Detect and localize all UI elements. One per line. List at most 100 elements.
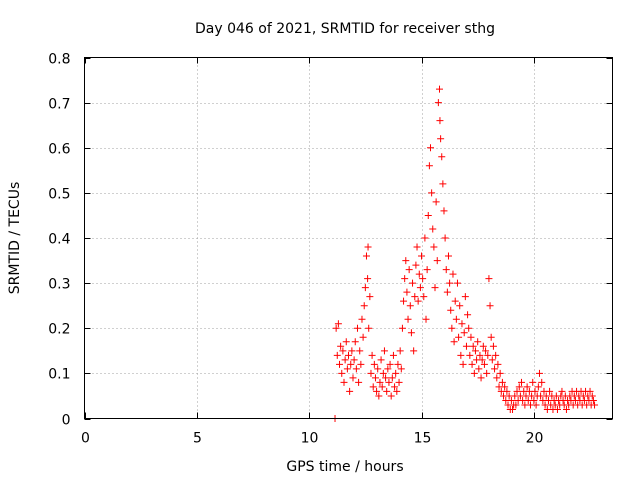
data-point xyxy=(353,324,361,332)
data-point xyxy=(532,401,540,409)
data-point xyxy=(471,347,479,355)
data-point xyxy=(450,338,458,346)
data-point xyxy=(558,387,566,395)
data-point xyxy=(394,360,402,368)
data-point xyxy=(375,392,383,400)
data-point xyxy=(360,302,368,310)
y-tick-label: 0.5 xyxy=(48,187,70,203)
data-point xyxy=(529,378,537,386)
data-point xyxy=(467,333,475,341)
data-point xyxy=(367,369,375,377)
data-point xyxy=(518,378,526,386)
data-point xyxy=(546,387,554,395)
data-point xyxy=(411,293,419,301)
data-point xyxy=(586,387,594,395)
data-point xyxy=(480,360,488,368)
data-point xyxy=(446,279,454,287)
data-point xyxy=(440,207,448,215)
data-point xyxy=(468,360,476,368)
data-point xyxy=(444,252,452,260)
data-point xyxy=(492,351,500,359)
data-point xyxy=(449,270,457,278)
data-point xyxy=(336,360,344,368)
data-point xyxy=(391,383,399,391)
x-axis-title: GPS time / hours xyxy=(286,459,403,475)
data-point xyxy=(433,257,441,265)
data-point xyxy=(356,347,364,355)
data-point xyxy=(515,383,523,391)
data-point xyxy=(401,275,409,283)
data-point xyxy=(489,342,497,350)
data-point xyxy=(415,270,423,278)
data-point xyxy=(361,284,369,292)
data-point xyxy=(456,302,464,310)
data-point xyxy=(431,284,439,292)
data-point xyxy=(403,288,411,296)
data-point xyxy=(371,374,379,382)
y-tick-label: 0 xyxy=(62,413,71,429)
data-point xyxy=(369,383,377,391)
y-tick-label: 0.8 xyxy=(48,52,70,68)
data-point xyxy=(447,306,455,314)
data-point xyxy=(355,378,363,386)
data-point xyxy=(427,144,435,152)
y-tick-label: 0.6 xyxy=(48,142,70,158)
data-point xyxy=(402,257,410,265)
data-point xyxy=(392,369,400,377)
data-point xyxy=(424,211,432,219)
data-point xyxy=(486,302,494,310)
data-point xyxy=(352,365,360,373)
data-point xyxy=(333,351,341,359)
data-point xyxy=(513,387,521,395)
data-point xyxy=(494,360,502,368)
chart-title: Day 046 of 2021, SRMTID for receiver sth… xyxy=(195,21,495,37)
data-point xyxy=(414,297,422,305)
data-point xyxy=(398,324,406,332)
data-point xyxy=(370,360,378,368)
data-point xyxy=(452,315,460,323)
data-point xyxy=(512,401,520,409)
y-tick-label: 0.2 xyxy=(48,322,70,338)
x-tick-label: 15 xyxy=(414,431,432,447)
data-point xyxy=(413,243,421,251)
data-point xyxy=(425,162,433,170)
data-point xyxy=(482,347,490,355)
data-point xyxy=(465,324,473,332)
data-point xyxy=(378,383,386,391)
data-point xyxy=(474,338,482,346)
data-point xyxy=(419,275,427,283)
data-point xyxy=(376,378,384,386)
data-point xyxy=(410,347,418,355)
data-point xyxy=(364,243,372,251)
data-point xyxy=(384,365,392,373)
data-point xyxy=(509,405,517,413)
x-tick-label: 10 xyxy=(301,431,319,447)
data-point xyxy=(460,329,468,337)
data-point xyxy=(357,360,365,368)
data-point xyxy=(589,396,597,404)
data-point xyxy=(359,333,367,341)
data-point xyxy=(451,297,459,305)
data-point xyxy=(340,378,348,386)
data-point xyxy=(553,405,561,413)
data-point xyxy=(349,374,357,382)
data-point xyxy=(441,234,449,242)
data-point xyxy=(461,293,469,301)
data-point xyxy=(396,347,404,355)
data-point xyxy=(334,320,342,328)
data-point xyxy=(345,351,352,359)
data-point xyxy=(475,365,483,373)
data-point xyxy=(341,356,349,364)
data-point xyxy=(483,369,491,377)
data-point xyxy=(507,396,515,404)
data-point xyxy=(435,85,443,93)
data-point xyxy=(466,351,474,359)
data-point xyxy=(422,315,430,323)
x-tick-label: 5 xyxy=(193,431,202,447)
data-point xyxy=(501,383,509,391)
data-point xyxy=(395,378,403,386)
data-point xyxy=(498,378,506,386)
data-points xyxy=(331,85,599,422)
data-point xyxy=(496,369,504,377)
